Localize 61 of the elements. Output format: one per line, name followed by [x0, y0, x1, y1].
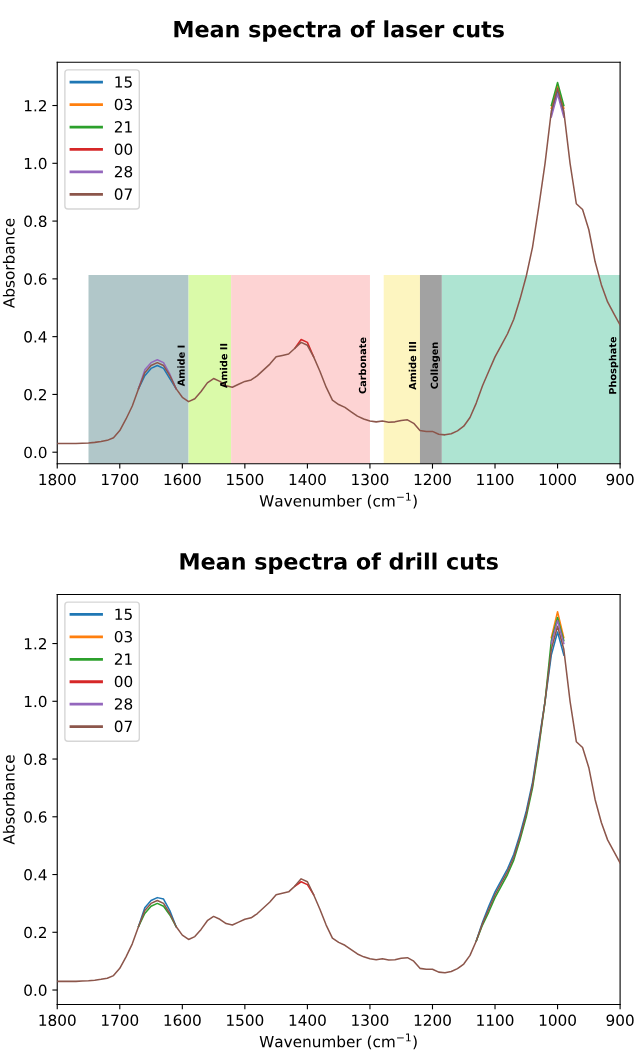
line-series [57, 625, 621, 983]
line-series [57, 87, 621, 445]
y-tick-label: 0.8 [24, 753, 47, 766]
legend-label: 00 [114, 143, 133, 156]
chart-title: Mean spectra of laser cuts [174, 20, 504, 42]
x-axis-title: Wavenumber (cm$^{−1}$) [259, 492, 417, 509]
y-tick-label: 0.6 [24, 273, 47, 285]
x-tick-label: 900 [606, 473, 634, 486]
legend-label: 07 [114, 720, 132, 733]
legend-label: 15 [115, 76, 132, 88]
y-tick-label: 0.4 [24, 331, 47, 343]
legend-label: 21 [114, 653, 132, 665]
chart-title: Mean spectra of drill cuts [180, 552, 498, 575]
x-tick-label: 1100 [477, 473, 514, 486]
y-axis-title: Absorbance [2, 218, 15, 308]
x-tick-label: 1600 [164, 473, 201, 486]
x-tick-label: 1800 [39, 473, 76, 486]
legend-label: 03 [114, 98, 132, 111]
x-tick-label: 1000 [539, 473, 576, 486]
y-tick-label: 0.2 [24, 926, 46, 939]
x-tick-label: 1100 [477, 1014, 514, 1027]
x-tick-label: 1700 [102, 1014, 139, 1027]
x-tick-label: 1400 [289, 1014, 326, 1027]
y-axis-title: Absorbance [2, 755, 15, 845]
legend-label: 00 [114, 675, 133, 688]
band-label: Amide I [177, 345, 185, 387]
x-axis-title: Wavenumber (cm$^{−1}$) [259, 1033, 417, 1050]
x-tick-label: 1200 [414, 473, 451, 486]
y-tick-label: 1.0 [24, 695, 47, 708]
y-tick-label: 0.0 [24, 984, 47, 997]
x-tick-label: 1300 [352, 473, 389, 486]
y-tick-label: 1.2 [24, 638, 46, 650]
band-label: Carbonate [358, 337, 367, 394]
band-label: Amide III [408, 342, 417, 390]
x-tick-label: 900 [606, 1014, 634, 1027]
y-tick-label: 0.6 [24, 811, 47, 823]
x-tick-label: 1200 [414, 1014, 451, 1027]
line-series [294, 880, 315, 896]
legend-label: 07 [114, 188, 132, 200]
band-label: Collagen [430, 342, 440, 389]
legend-label: 15 [115, 608, 132, 621]
y-tick-label: 1.0 [24, 157, 47, 170]
legend-label: 21 [114, 121, 132, 133]
y-tick-label: 0.0 [24, 446, 47, 459]
legend-label: 03 [114, 630, 132, 643]
x-tick-label: 1500 [227, 1014, 264, 1027]
y-tick-label: 0.2 [24, 388, 46, 401]
x-tick-label: 1500 [227, 473, 264, 486]
legend-label: 28 [114, 698, 133, 710]
y-tick-label: 0.8 [24, 215, 47, 228]
x-tick-label: 1000 [539, 1014, 576, 1027]
x-tick-label: 1600 [164, 1014, 201, 1027]
x-tick-label: 1700 [102, 473, 139, 486]
x-tick-label: 1800 [39, 1014, 76, 1027]
band-label: Amide II [219, 343, 228, 389]
x-tick-label: 1300 [352, 1014, 389, 1027]
x-tick-label: 1400 [289, 473, 326, 486]
y-tick-label: 1.2 [24, 99, 46, 112]
band-label: Phosphate [608, 336, 619, 394]
legend-label: 28 [114, 165, 133, 178]
y-tick-label: 0.4 [24, 869, 47, 881]
